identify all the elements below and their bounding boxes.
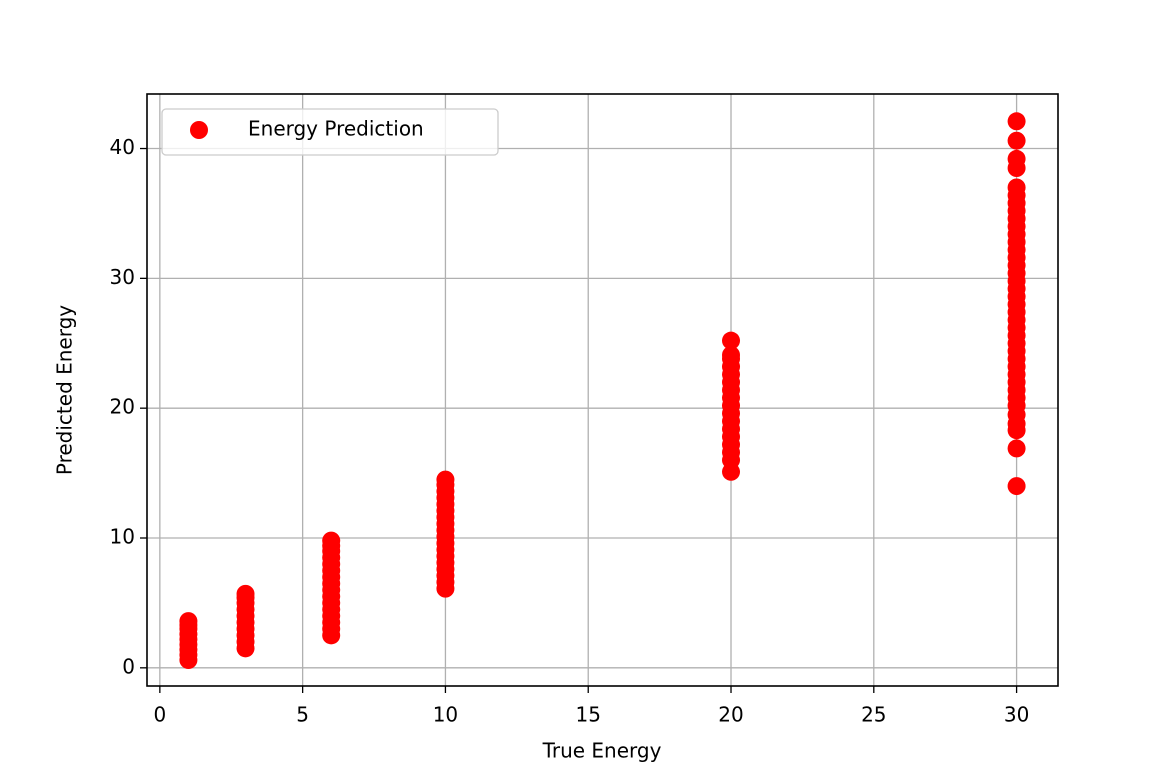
data-point xyxy=(1007,477,1026,496)
x-tick-label: 10 xyxy=(433,703,458,727)
legend-marker xyxy=(190,121,208,139)
legend-box xyxy=(161,108,499,156)
y-tick-label: 20 xyxy=(110,395,135,419)
data-point xyxy=(722,345,741,364)
y-axis-label: Predicted Energy xyxy=(53,305,77,475)
y-tick-label: 0 xyxy=(122,654,135,678)
x-tick-label: 15 xyxy=(575,703,600,727)
data-point xyxy=(1007,131,1026,150)
data-point xyxy=(1007,112,1026,131)
data-point xyxy=(179,612,198,631)
data-point xyxy=(436,470,455,489)
data-point xyxy=(1007,149,1026,168)
x-tick-label: 5 xyxy=(296,703,309,727)
plot-frame xyxy=(146,93,1059,687)
data-point xyxy=(1007,178,1026,197)
data-point xyxy=(722,331,741,350)
y-tick-label: 30 xyxy=(110,265,135,289)
x-tick-label: 0 xyxy=(153,703,166,727)
data-point xyxy=(322,531,341,550)
x-tick-label: 30 xyxy=(1004,703,1029,727)
x-tick-label: 20 xyxy=(718,703,743,727)
data-point xyxy=(1007,439,1026,458)
legend-label: Energy Prediction xyxy=(248,117,424,141)
data-point xyxy=(236,584,255,603)
y-tick-label: 40 xyxy=(110,135,135,159)
y-tick-label: 10 xyxy=(110,525,135,549)
x-tick-label: 25 xyxy=(861,703,886,727)
x-axis-label: True Energy xyxy=(542,739,662,763)
